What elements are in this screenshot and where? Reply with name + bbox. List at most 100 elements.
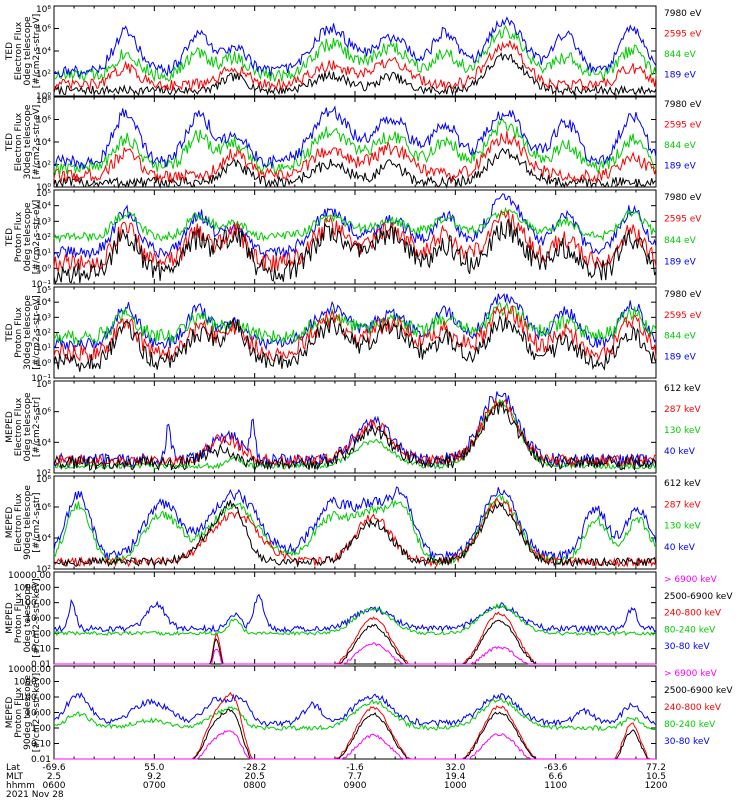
y-tick-label: 10.00 bbox=[25, 709, 51, 719]
series-line-844-ev bbox=[53, 24, 657, 83]
footer-tick-mlt: 6.6 bbox=[549, 772, 564, 782]
series-line-2595-ev bbox=[53, 210, 657, 274]
legend-entry: 189 eV bbox=[664, 71, 697, 81]
y-axis-title-line: 0deg telescope bbox=[23, 392, 33, 462]
y-axis-title-line: Electron Flux bbox=[14, 21, 24, 80]
y-tick-label: 10⁸ bbox=[36, 380, 51, 390]
footer-tick-mlt: 20.5 bbox=[245, 772, 265, 782]
y-tick-label: 10⁰ bbox=[36, 264, 51, 274]
y-tick-label: 100.00 bbox=[20, 599, 52, 609]
legend-entry: 844 eV bbox=[664, 332, 697, 342]
legend-entry: 240-800 keV bbox=[664, 703, 722, 713]
series-line-189-ev bbox=[53, 16, 657, 78]
series-line-844-ev bbox=[53, 300, 657, 346]
panel-frame bbox=[53, 571, 657, 665]
panel-5: 10² 10⁴ 10⁶ 10⁸ MEPED Electron Flux 0deg teles… bbox=[5, 380, 701, 479]
y-tick-label: 10⁵ bbox=[36, 189, 51, 199]
series-line--6900-kev bbox=[54, 730, 656, 760]
y-tick-label: 100.00 bbox=[20, 693, 52, 703]
y-axis-title-line: 0deg telescope bbox=[23, 16, 33, 86]
y-tick-label: 10.00 bbox=[25, 614, 51, 624]
series-line--6900-kev bbox=[54, 641, 656, 665]
y-tick-label: 10⁴ bbox=[36, 138, 51, 148]
panel-6: 10² 10⁴ 10⁶ 10⁸ MEPED Electron Flux 90deg tele… bbox=[5, 475, 701, 575]
y-axis-title-line: [#/cm2-s-str] bbox=[32, 492, 42, 552]
panel-frame bbox=[53, 96, 657, 188]
y-tick-label: 10⁴ bbox=[36, 47, 51, 57]
series-line-2595-ev bbox=[53, 40, 657, 92]
legend-entry: > 6900 keV bbox=[664, 575, 718, 585]
footer-date-label: 2021 Nov 28 bbox=[6, 790, 64, 800]
footer-row-lat-label: Lat bbox=[6, 763, 21, 773]
footer-tick-lat: -63.6 bbox=[544, 763, 568, 773]
series-line-844-ev bbox=[53, 206, 657, 244]
y-axis-title-line: [#/cm2-s-str-eV] bbox=[32, 295, 42, 370]
y-tick-label: 1.00 bbox=[31, 629, 51, 639]
y-tick-label: 10³ bbox=[36, 313, 51, 323]
y-tick-label: 10⁴ bbox=[36, 202, 51, 212]
legend-entry: 7980 eV bbox=[664, 193, 702, 203]
y-axis-title-line: 30deg telescope bbox=[23, 295, 33, 370]
series-line-612-kev bbox=[53, 401, 657, 472]
legend-entry: 30-80 keV bbox=[664, 642, 710, 652]
legend-entry: 7980 eV bbox=[664, 9, 702, 19]
series-line-287-kev bbox=[53, 398, 657, 468]
legend-entry: > 6900 keV bbox=[664, 669, 718, 679]
series-line-30-80-kev bbox=[53, 593, 657, 634]
footer-tick-hhmm: 0700 bbox=[143, 781, 166, 791]
y-axis-title-line: MEPED bbox=[5, 411, 15, 443]
series-line-844-ev bbox=[53, 118, 657, 176]
y-axis-title-line: TED bbox=[5, 42, 15, 61]
y-axis-title-line: 0deg telescope bbox=[23, 583, 33, 653]
footer-row-mlt-label: MLT bbox=[6, 772, 24, 782]
footer-tick-hhmm: 1000 bbox=[444, 781, 467, 791]
y-tick-label: 1000.00 bbox=[14, 678, 51, 688]
legend-entry: 189 eV bbox=[664, 258, 697, 268]
series-line-80-240-kev bbox=[53, 697, 657, 732]
y-tick-label: 10⁸ bbox=[36, 5, 51, 15]
legend-entry: 612 keV bbox=[664, 384, 701, 394]
y-tick-label: 0.01 bbox=[31, 660, 51, 670]
y-tick-label: 10⁻¹ bbox=[31, 280, 51, 290]
y-axis-title-line: [#/cm2-s-str-eV] bbox=[32, 14, 42, 89]
y-tick-label: 1.00 bbox=[31, 724, 51, 734]
y-tick-label: 10⁶ bbox=[36, 503, 51, 513]
series-line-130-kev bbox=[53, 493, 657, 566]
series-line-2595-ev bbox=[53, 305, 657, 363]
footer-tick-hhmm: 0600 bbox=[43, 781, 66, 791]
y-axis-title-line: MEPED bbox=[5, 697, 15, 729]
legend-entry: 2595 eV bbox=[664, 121, 702, 131]
y-axis-title-line: Electron Flux bbox=[14, 112, 24, 171]
series-line-80-240-kev bbox=[53, 602, 657, 637]
legend-entry: 844 eV bbox=[664, 141, 697, 151]
panel-1: 10⁰ 10² 10⁴ 10⁶ 10⁸ TED Electron Flux 0deg tele… bbox=[5, 5, 702, 102]
series-line-7980-ev bbox=[53, 314, 657, 372]
footer-tick-lat: 77.2 bbox=[646, 763, 666, 773]
y-tick-label: 10⁻¹ bbox=[31, 374, 51, 384]
series-line-40-kev bbox=[53, 486, 657, 565]
y-tick-label: 10⁴ bbox=[36, 298, 51, 308]
series-line-2595-ev bbox=[53, 131, 657, 184]
series-line-7980-ev bbox=[53, 218, 657, 285]
y-tick-label: 10⁵ bbox=[36, 286, 51, 296]
footer-tick-mlt: 9.2 bbox=[147, 772, 161, 782]
legend-entry: 130 keV bbox=[664, 426, 701, 436]
footer-tick-hhmm: 0900 bbox=[344, 781, 367, 791]
legend-entry: 40 keV bbox=[664, 447, 696, 457]
y-axis-title-line: TED bbox=[5, 133, 15, 152]
y-tick-label: 0.10 bbox=[31, 740, 51, 750]
footer-tick-lat: -28.2 bbox=[243, 763, 266, 773]
footer-tick-lat: -1.6 bbox=[346, 763, 364, 773]
y-tick-label: 0.01 bbox=[31, 755, 51, 765]
y-tick-label: 10⁸ bbox=[36, 96, 51, 106]
legend-entry: 844 eV bbox=[664, 236, 697, 246]
legend-entry: 844 eV bbox=[664, 50, 697, 60]
y-tick-label: 10³ bbox=[36, 217, 51, 227]
panel-3: 10⁻¹ 10⁰ 10¹ 10² 10³ 10⁴ 10⁵ TED Proton Flux 0deg… bbox=[5, 189, 702, 290]
panel-2: 10⁰ 10² 10⁴ 10⁶ 10⁸ TED Electron Flux 30deg tel… bbox=[5, 96, 702, 193]
legend-entry: 30-80 keV bbox=[664, 737, 710, 747]
legend-entry: 240-800 keV bbox=[664, 609, 722, 619]
